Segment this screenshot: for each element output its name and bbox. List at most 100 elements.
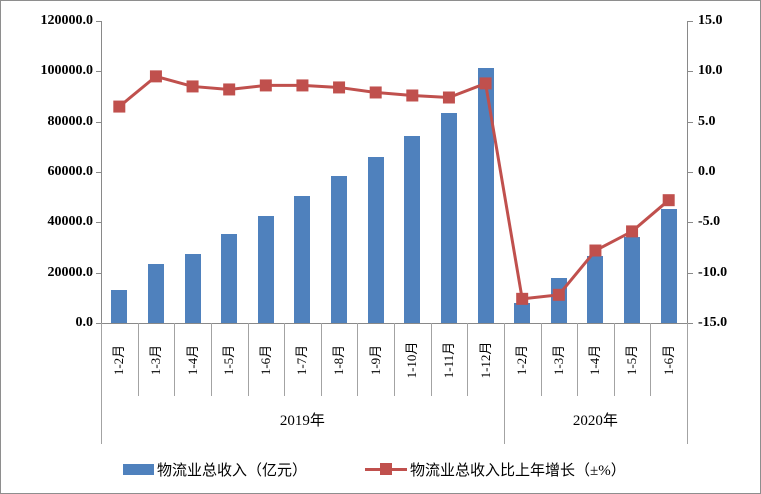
category-separator: [430, 323, 432, 396]
category-separator: [650, 323, 652, 396]
left-axis-line: [101, 21, 102, 323]
line-marker: [333, 81, 346, 94]
left-axis-tick: [96, 21, 101, 22]
bar: [331, 176, 348, 323]
line-marker: [149, 70, 162, 83]
line-marker: [406, 89, 419, 102]
category-separator: [320, 323, 322, 396]
left-axis-tick: [96, 222, 101, 224]
category-label: 1-9月: [367, 344, 383, 376]
category-separator: [174, 323, 176, 396]
category-separator: [210, 323, 212, 396]
bar-series-label: 物流业总收入（亿元）: [157, 462, 308, 479]
category-separator: [613, 323, 615, 396]
category-label: 1-3月: [550, 344, 566, 376]
left-axis-tick: [96, 71, 101, 73]
line-marker: [479, 77, 492, 90]
category-label: 1-6月: [257, 344, 273, 376]
category-separator: [357, 323, 359, 396]
right-axis-tick: [688, 222, 693, 224]
category-label: 1-2月: [514, 344, 530, 376]
category-label: 1-11月: [440, 341, 456, 379]
year-group-separator: [503, 323, 505, 444]
line-series-swatch: [365, 462, 408, 476]
bar-series-swatch: [123, 463, 154, 475]
legend-item-line: 物流业总收入比上年增长（±%）: [365, 459, 626, 480]
bar: [367, 157, 384, 323]
category-separator: [540, 323, 542, 396]
year-group-separator: [687, 323, 688, 444]
right-axis-tick-label: 0.0: [698, 164, 716, 179]
category-label: 1-5月: [624, 344, 640, 376]
bar: [221, 234, 238, 323]
line-marker: [369, 86, 382, 99]
left-axis-tick: [96, 323, 101, 324]
category-label: 1-4月: [184, 344, 200, 376]
line-marker: [589, 244, 602, 257]
line-marker: [662, 194, 675, 207]
right-axis-tick: [688, 21, 693, 22]
bar: [184, 254, 201, 323]
category-label: 1-3月: [147, 344, 163, 376]
line-marker: [552, 288, 565, 301]
line-marker: [186, 80, 199, 93]
category-label: 1-6月: [660, 344, 676, 376]
right-axis-tick-label: -15.0: [698, 315, 728, 330]
left-axis-tick: [96, 272, 101, 274]
left-axis-tick-label: 80000.0: [47, 113, 94, 129]
year-group-separator: [101, 323, 102, 444]
bar: [514, 302, 531, 323]
growth-line: [118, 74, 670, 301]
line-swatch-marker: [380, 463, 393, 475]
category-separator: [394, 323, 395, 396]
right-axis-tick-label: 5.0: [698, 113, 716, 129]
category-label: 1-4月: [587, 344, 603, 376]
left-axis-tick: [96, 172, 101, 173]
line-series-label: 物流业总收入比上年增长（±%）: [410, 462, 626, 479]
year-label: 2020年: [572, 413, 618, 429]
line-marker: [223, 83, 236, 96]
bar: [624, 236, 641, 323]
category-separator: [467, 323, 469, 396]
left-axis-tick-label: 120000.0: [40, 13, 94, 28]
bar: [477, 67, 494, 323]
bar: [587, 256, 604, 323]
category-separator: [577, 323, 579, 396]
line-marker: [296, 79, 309, 92]
right-axis-tick-label: 10.0: [698, 63, 723, 79]
right-axis-tick-label: -10.0: [698, 264, 728, 280]
bar: [111, 290, 128, 323]
right-axis-tick: [688, 121, 693, 123]
right-axis-tick-label: -5.0: [698, 214, 721, 230]
category-label: 1-7月: [294, 344, 310, 376]
category-label: 1-2月: [111, 344, 127, 376]
category-label: 1-8月: [331, 344, 347, 376]
category-separator: [284, 323, 286, 396]
bar: [147, 264, 164, 323]
bar: [440, 112, 457, 323]
right-axis-tick: [688, 323, 693, 324]
left-axis-tick-label: 100000.0: [40, 63, 94, 79]
year-label: 2019年: [279, 413, 325, 429]
right-axis-tick-label: 15.0: [698, 13, 723, 28]
legend-item-bar: 物流业总收入（亿元）: [123, 459, 307, 480]
bar: [660, 208, 677, 323]
category-label: 1-10月: [404, 341, 420, 379]
bar: [294, 196, 311, 323]
right-axis-tick: [688, 272, 693, 274]
left-axis-tick-label: 40000.0: [47, 214, 94, 230]
left-axis-tick-label: 60000.0: [47, 164, 94, 179]
left-axis-tick: [96, 121, 101, 123]
category-label: 1-12月: [477, 341, 493, 379]
category-separator: [247, 323, 249, 396]
left-axis-tick-label: 0.0: [75, 315, 94, 330]
left-axis-tick-label: 20000.0: [47, 264, 94, 280]
category-separator: [137, 323, 139, 396]
category-label: 1-5月: [221, 344, 237, 376]
bar: [404, 136, 421, 323]
bar: [257, 216, 274, 323]
right-axis-line: [687, 21, 688, 323]
line-marker: [516, 292, 529, 305]
